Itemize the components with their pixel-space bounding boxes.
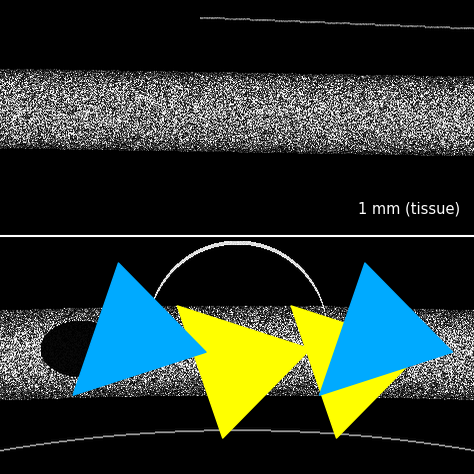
- Text: 1 mm (tissue): 1 mm (tissue): [358, 201, 460, 217]
